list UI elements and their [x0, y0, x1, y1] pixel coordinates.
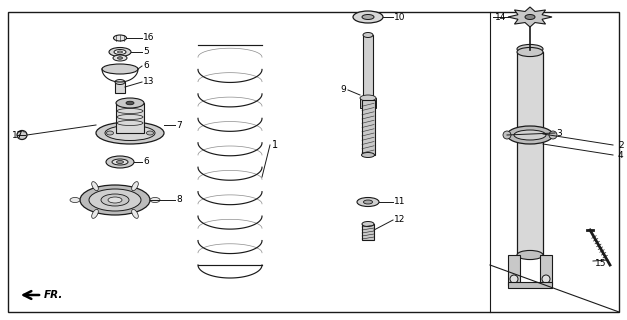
- Ellipse shape: [517, 47, 543, 57]
- Ellipse shape: [102, 64, 138, 74]
- Ellipse shape: [113, 35, 127, 41]
- Ellipse shape: [517, 44, 543, 53]
- Text: 17: 17: [12, 131, 23, 140]
- Ellipse shape: [89, 189, 141, 211]
- Ellipse shape: [517, 251, 543, 260]
- Text: 3: 3: [556, 129, 562, 138]
- Text: 2: 2: [618, 140, 624, 149]
- Ellipse shape: [542, 275, 550, 283]
- Ellipse shape: [362, 14, 374, 20]
- Text: FR.: FR.: [44, 290, 63, 300]
- Ellipse shape: [126, 101, 134, 105]
- Ellipse shape: [101, 194, 129, 206]
- Ellipse shape: [117, 161, 124, 164]
- Ellipse shape: [549, 131, 557, 139]
- Ellipse shape: [117, 51, 122, 53]
- Ellipse shape: [105, 125, 155, 140]
- Bar: [362, 224, 374, 240]
- Ellipse shape: [112, 159, 128, 165]
- Ellipse shape: [80, 185, 150, 215]
- Ellipse shape: [362, 221, 374, 227]
- Ellipse shape: [363, 33, 373, 37]
- Text: 16: 16: [143, 34, 154, 43]
- Ellipse shape: [132, 209, 139, 218]
- Text: 13: 13: [143, 77, 154, 86]
- Ellipse shape: [150, 197, 160, 203]
- Bar: [540, 255, 552, 285]
- Ellipse shape: [132, 182, 139, 191]
- Ellipse shape: [507, 126, 553, 144]
- Ellipse shape: [109, 47, 131, 57]
- Bar: [508, 282, 552, 288]
- Ellipse shape: [364, 200, 372, 204]
- Ellipse shape: [70, 197, 80, 203]
- Bar: [363, 35, 373, 100]
- Ellipse shape: [510, 275, 518, 283]
- Bar: [362, 100, 375, 155]
- Text: 10: 10: [394, 12, 406, 21]
- Text: 9: 9: [340, 85, 346, 94]
- Ellipse shape: [525, 14, 535, 20]
- Ellipse shape: [514, 130, 546, 140]
- Text: 12: 12: [394, 215, 406, 225]
- Ellipse shape: [357, 197, 379, 206]
- Bar: [115, 82, 125, 93]
- Ellipse shape: [503, 131, 511, 139]
- Polygon shape: [508, 7, 552, 27]
- Text: 11: 11: [394, 197, 406, 206]
- Ellipse shape: [115, 79, 125, 84]
- Ellipse shape: [362, 153, 374, 157]
- Ellipse shape: [113, 55, 127, 61]
- Text: 4: 4: [618, 150, 624, 159]
- Bar: [517, 52, 543, 255]
- Bar: [360, 98, 376, 108]
- Text: 8: 8: [176, 196, 182, 204]
- Text: 14: 14: [495, 12, 507, 21]
- Ellipse shape: [96, 122, 164, 144]
- Ellipse shape: [108, 197, 122, 203]
- Ellipse shape: [353, 11, 383, 23]
- Ellipse shape: [116, 98, 144, 108]
- Text: 1: 1: [272, 140, 278, 150]
- Ellipse shape: [17, 131, 27, 140]
- Ellipse shape: [92, 182, 98, 191]
- Bar: [116, 103, 144, 133]
- Ellipse shape: [114, 50, 126, 54]
- Ellipse shape: [106, 156, 134, 168]
- Text: 5: 5: [143, 47, 149, 57]
- Ellipse shape: [107, 131, 113, 135]
- Text: 6: 6: [143, 157, 149, 166]
- Text: 7: 7: [176, 121, 182, 130]
- Ellipse shape: [92, 209, 98, 218]
- Ellipse shape: [360, 95, 376, 101]
- Ellipse shape: [117, 57, 122, 59]
- Text: 6: 6: [143, 61, 149, 70]
- Bar: [508, 255, 520, 285]
- Text: 15: 15: [595, 259, 606, 268]
- Ellipse shape: [147, 131, 154, 135]
